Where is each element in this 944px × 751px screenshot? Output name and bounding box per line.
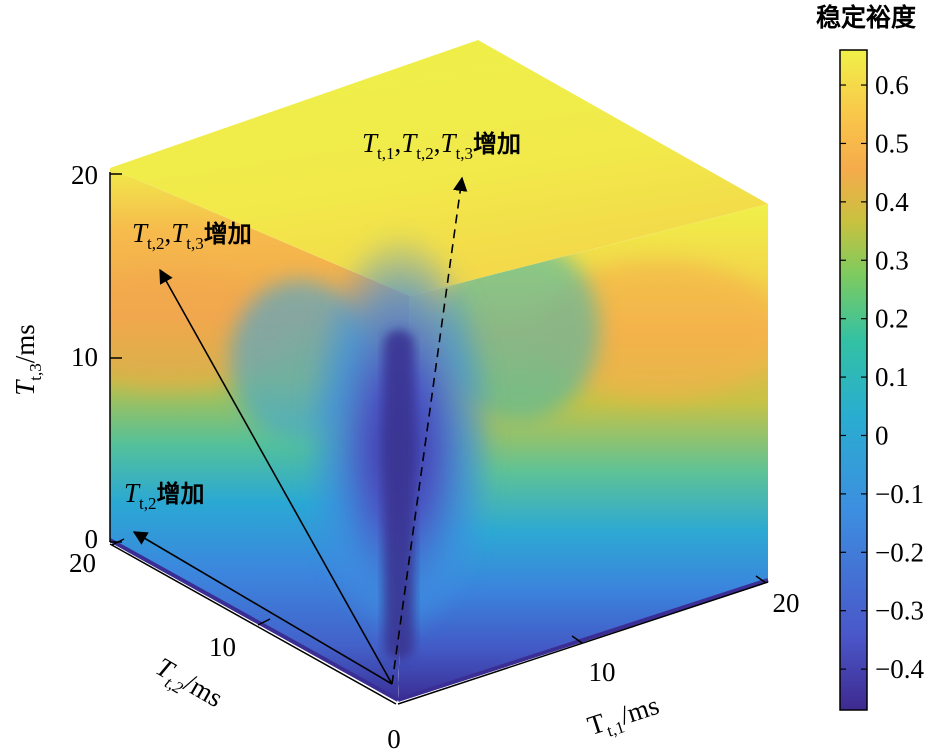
annotation-tt1-tt2-tt3: Tt,1,Tt,2,Tt,3增加 xyxy=(362,128,521,163)
cube-surface xyxy=(109,40,769,702)
colorbar-tick-label: 0.6 xyxy=(875,70,909,100)
x-tick-0: 0 xyxy=(387,724,401,751)
svg-text:Tt,3/ms: Tt,3/ms xyxy=(10,324,45,396)
z-label-sub: t,3 xyxy=(26,363,45,380)
colorbar-tick-label: 0.4 xyxy=(875,187,909,217)
z-label-main: T xyxy=(10,379,40,396)
arrow-tt2-tt3 xyxy=(159,268,393,685)
annot1-sym: T xyxy=(124,478,141,508)
annot2-sub2: t,3 xyxy=(186,234,203,253)
colorbar-tick-label: 0.2 xyxy=(875,304,909,334)
colorbar-tick-label: −0.4 xyxy=(875,654,924,684)
annot3-sym2: T xyxy=(401,128,418,158)
annot3-cjk: 增加 xyxy=(473,130,521,158)
y-tick-10: 10 xyxy=(209,632,236,662)
annot2-cjk: 增加 xyxy=(204,220,252,248)
direction-arrows xyxy=(132,176,468,685)
right-face-orange-band xyxy=(540,260,768,400)
colorbar: 稳定裕度 0.6 0.5 0.4 0.3 0.2 0.1 0 −0.1 −0.2 −0.3 −0.4 xyxy=(816,3,924,711)
z-tick-20: 20 xyxy=(71,160,98,190)
annot1-sub: t,2 xyxy=(139,494,156,513)
annot3-sym1: T xyxy=(362,128,379,158)
colorbar-tick-label: 0.5 xyxy=(875,128,909,158)
svg-text:Tt,1,Tt,2,Tt,3增加: Tt,1,Tt,2,Tt,3增加 xyxy=(362,128,521,163)
x-tick-20: 20 xyxy=(773,588,800,618)
z-label-unit: /ms xyxy=(10,324,40,363)
annot3-sym3: T xyxy=(441,128,458,158)
annot1-cjk: 增加 xyxy=(157,480,205,508)
colorbar-tick-label: 0.1 xyxy=(875,362,909,392)
y-label-unit: /ms xyxy=(179,668,228,713)
z-tick-10: 10 xyxy=(71,342,98,372)
x-label-unit: /ms xyxy=(616,690,662,731)
annot2-sym2: T xyxy=(171,218,188,248)
arrow-tt2 xyxy=(132,531,393,685)
svg-text:Tt,2,Tt,3增加: Tt,2,Tt,3增加 xyxy=(132,218,252,253)
annot2-sym1: T xyxy=(132,218,149,248)
colorbar-tick-label: 0 xyxy=(875,420,889,450)
annot3-sub1: t,1 xyxy=(377,144,394,163)
colorbar-tick-label: 0.3 xyxy=(875,245,909,275)
colorbar-title: 稳定裕度 xyxy=(816,3,916,32)
x-axis-label: Tt,1/ms xyxy=(584,690,664,746)
x-label-sub: t,1 xyxy=(605,717,628,740)
svg-text:Tt,2增加: Tt,2增加 xyxy=(124,478,205,513)
colorbar-ticks: 0.6 0.5 0.4 0.3 0.2 0.1 0 −0.1 −0.2 −0.3 −0.4 xyxy=(840,70,924,684)
annotation-tt2: Tt,2增加 xyxy=(124,478,205,513)
annot3-sub2: t,2 xyxy=(416,144,433,163)
annotation-tt2-tt3: Tt,2,Tt,3增加 xyxy=(132,218,252,253)
cube-front-bottom-edge-left xyxy=(109,538,399,702)
svg-text:Tt,1/ms: Tt,1/ms xyxy=(584,690,664,746)
colorbar-tick-label: −0.2 xyxy=(875,537,924,567)
z-tick-0: 0 xyxy=(85,524,99,554)
annot2-sub1: t,2 xyxy=(147,234,164,253)
annot3-sub3: t,3 xyxy=(456,144,473,163)
colorbar-tick-label: −0.1 xyxy=(875,479,924,509)
z-axis-label: Tt,3/ms xyxy=(10,324,45,396)
arrow-tt1-tt2-tt3 xyxy=(391,176,468,685)
x-tick-10: 10 xyxy=(589,657,616,687)
z-axis: 0 10 20 Tt,3/ms xyxy=(10,160,122,554)
cube-front-bottom-edge-right xyxy=(397,578,769,702)
colorbar-tick-label: −0.3 xyxy=(875,596,924,626)
top-face xyxy=(110,40,768,296)
y-tick-20: 20 xyxy=(69,548,96,578)
colorbar-gradient xyxy=(839,49,868,711)
